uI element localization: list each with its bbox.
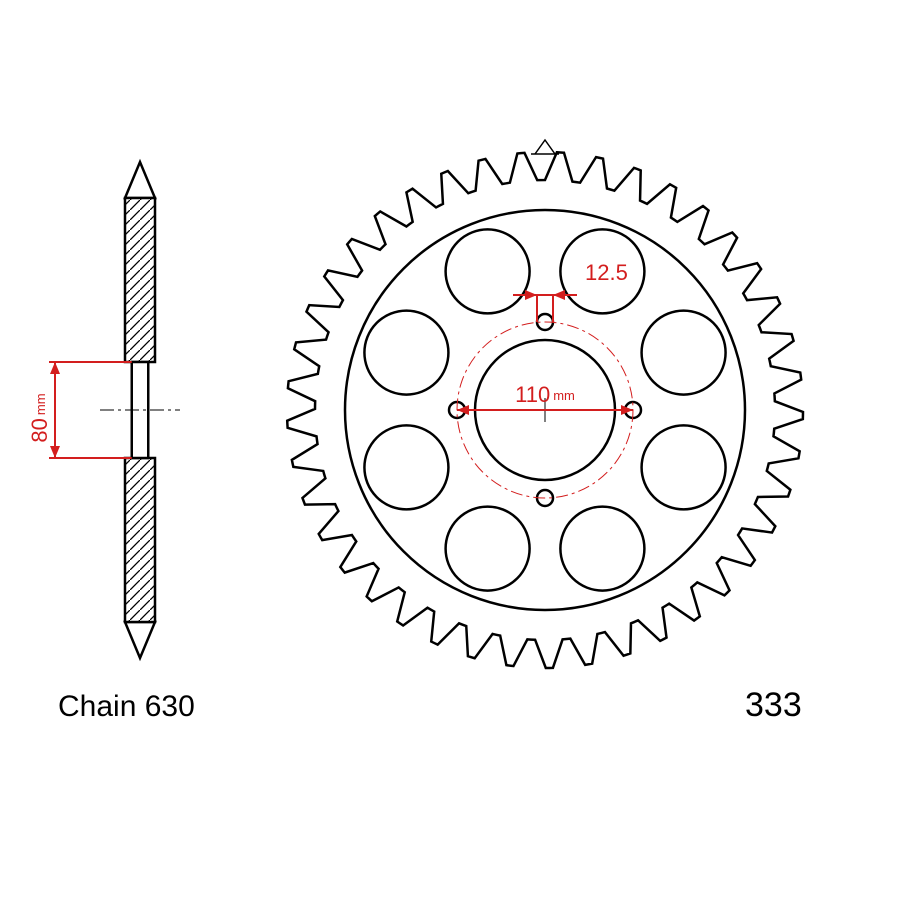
lightening-hole: [560, 507, 644, 591]
dim-12-5-label: 12.5: [585, 260, 628, 285]
lightening-hole: [446, 229, 530, 313]
lightening-hole: [642, 425, 726, 509]
dim-80-label: 80mm: [27, 393, 52, 442]
surface-symbol: [531, 140, 559, 154]
lightening-hole: [446, 507, 530, 591]
side-view: [100, 162, 180, 658]
lightening-hole: [364, 311, 448, 395]
chain-label: Chain 630: [58, 690, 195, 723]
lightening-hole: [642, 311, 726, 395]
technical-drawing: 80mm110mm12.5Chain 630333: [0, 0, 900, 900]
lightening-hole: [364, 425, 448, 509]
part-number: 333: [745, 686, 802, 724]
dimension-80mm: 80mm: [27, 362, 132, 458]
